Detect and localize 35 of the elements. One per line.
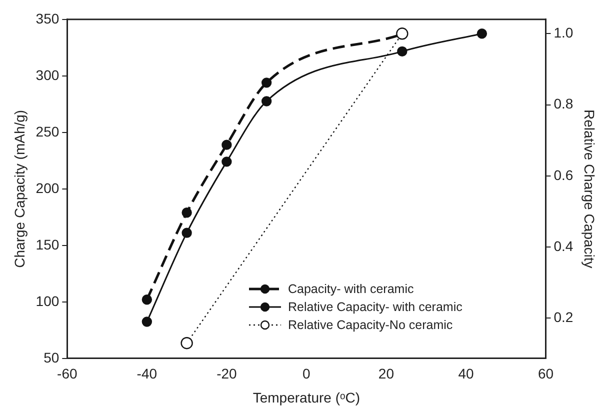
point — [261, 78, 272, 88]
x-axis-title: Temperature (ᵒC) — [252, 389, 360, 406]
y-tick-label: 50 — [44, 349, 60, 366]
y2-tick-label: 0.8 — [554, 96, 574, 112]
point — [142, 316, 152, 327]
y2-axis-title: Relative Charge Capacity — [582, 110, 598, 268]
x-tick-label: 60 — [538, 366, 554, 382]
y2-tick-label: 1.0 — [554, 24, 574, 40]
y-tick-label: 100 — [36, 292, 60, 309]
point — [182, 228, 192, 238]
point — [182, 208, 192, 218]
x-tick-label: 0 — [302, 366, 311, 382]
x-tick-label: -40 — [136, 366, 158, 382]
point — [142, 294, 152, 305]
point — [222, 156, 232, 167]
x-tick-label: 40 — [458, 366, 474, 382]
legend-label: Relative Capacity- with ceramic — [288, 300, 462, 314]
y-tick-label: 200 — [36, 180, 60, 196]
x-tick-label: 20 — [378, 366, 394, 382]
legend-label: Capacity- with ceramic — [288, 282, 414, 296]
y-tick-label: 150 — [36, 236, 60, 252]
point — [476, 28, 488, 39]
legend-label: Relative Capacity-No ceramic — [288, 318, 453, 332]
y2-tick-label: 0.2 — [554, 309, 574, 326]
x-tick-label: -20 — [216, 366, 238, 382]
y-tick-label: 350 — [36, 10, 60, 26]
point — [261, 96, 272, 106]
y-axis-title: Charge Capacity (mAh/g) — [11, 110, 28, 268]
point — [397, 46, 408, 57]
y2-tick-label: 0.4 — [554, 238, 574, 254]
point — [222, 140, 232, 150]
y-tick-label: 250 — [36, 123, 60, 140]
y-tick-label: 300 — [36, 66, 60, 83]
x-tick-label: -60 — [57, 366, 78, 382]
y2-tick-label: 0.6 — [554, 166, 574, 183]
